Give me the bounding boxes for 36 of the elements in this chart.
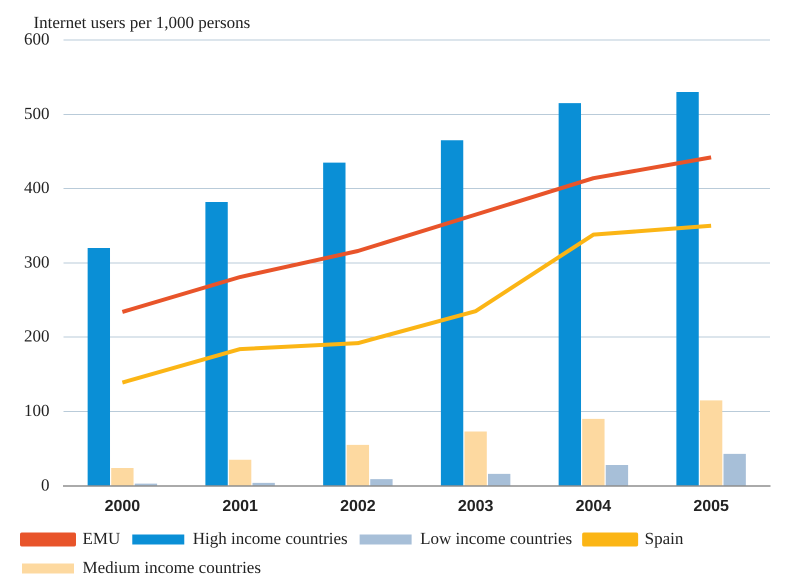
legend-label: Medium income countries [82, 558, 261, 577]
bar [676, 92, 699, 486]
bar [582, 418, 605, 486]
y-axis-title: Internet users per 1,000 persons [34, 12, 250, 32]
bar [723, 454, 746, 486]
legend-label: Spain [644, 528, 684, 548]
legend-label: EMU [82, 528, 120, 548]
bar [606, 464, 628, 486]
bar [464, 432, 487, 486]
x-tick-label: 2005 [693, 498, 730, 515]
y-tick-label: 300 [24, 252, 50, 272]
y-tick-label: 200 [24, 326, 50, 346]
y-tick-label: 500 [24, 104, 50, 123]
bar [346, 444, 370, 486]
bar [488, 474, 510, 486]
y-tick-label: 100 [24, 400, 50, 420]
bar [323, 162, 346, 486]
legend-label: Low income countries [420, 528, 572, 548]
x-tick-label: 2000 [104, 498, 140, 515]
x-tick-label: 2001 [222, 498, 258, 515]
y-tick-label: 600 [24, 29, 50, 48]
x-tick-label: 2002 [340, 498, 376, 515]
legend-label: High income countries [192, 528, 348, 548]
x-tick-label: 2003 [458, 498, 494, 515]
y-tick-label: 400 [24, 178, 50, 198]
bar [700, 400, 722, 486]
y-tick-label: 0 [41, 475, 50, 494]
bar [111, 468, 134, 486]
bar [205, 202, 228, 486]
bar [440, 140, 464, 486]
x-tick-label: 2004 [576, 498, 612, 515]
bar [88, 248, 110, 486]
bar [228, 460, 252, 486]
bar [370, 479, 393, 486]
bar [558, 103, 582, 486]
bar [252, 482, 275, 486]
